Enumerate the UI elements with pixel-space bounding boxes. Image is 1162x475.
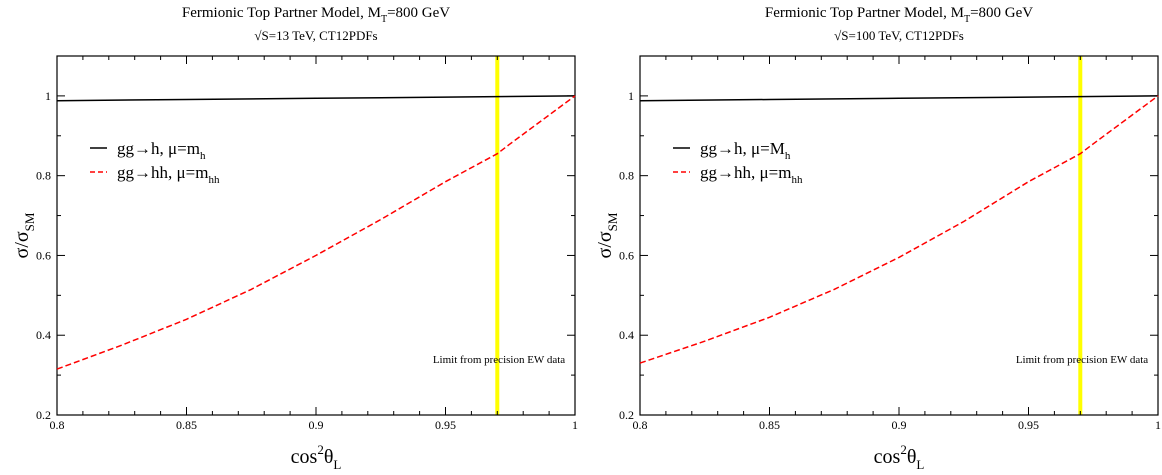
y-tick-label: 0.8 <box>36 169 51 183</box>
x-tick-label: 0.95 <box>1018 418 1039 432</box>
chart-panel-1: Fermionic Top Partner Model, MT=800 GeV √… <box>11 5 578 472</box>
y-tick-label: 1 <box>45 89 51 103</box>
chart-panel-2: Fermionic Top Partner Model, MT=800 GeV √… <box>594 5 1161 472</box>
y-tick-label: 0.2 <box>36 408 51 422</box>
series-line-1 <box>56 95 576 102</box>
x-tick-label: 0.8 <box>633 418 648 432</box>
y-tick-label: 0.4 <box>36 328 51 342</box>
chart-subtitle: √S=13 TeV, CT12PDFs <box>254 28 377 43</box>
x-tick-label: 0.9 <box>892 418 907 432</box>
x-tick-label: 1 <box>572 418 578 432</box>
x-axis-label: cos2θL <box>874 442 925 472</box>
y-tick-label: 0.4 <box>619 328 634 342</box>
chart-subtitle: √S=100 TeV, CT12PDFs <box>834 28 964 43</box>
y-axis-label: σ/σSM <box>11 212 37 258</box>
legend-label-2: gg→hh, μ=mhh <box>117 163 220 186</box>
series-line-2 <box>639 95 1159 364</box>
x-tick-label: 0.85 <box>759 418 780 432</box>
x-tick-label: 0.9 <box>309 418 324 432</box>
x-tick-label: 0.95 <box>435 418 456 432</box>
x-tick-label: 0.85 <box>176 418 197 432</box>
chart-title: Fermionic Top Partner Model, MT=800 GeV <box>765 5 1033 25</box>
x-axis-label: cos2θL <box>291 442 342 472</box>
y-tick-label: 0.2 <box>619 408 634 422</box>
y-tick-label: 0.8 <box>619 169 634 183</box>
chart-title: Fermionic Top Partner Model, MT=800 GeV <box>182 5 450 25</box>
y-tick-label: 0.6 <box>619 248 634 262</box>
series-line-2 <box>56 95 576 370</box>
x-tick-label: 1 <box>1155 418 1161 432</box>
legend-label-1: gg→h, μ=mh <box>117 139 206 162</box>
y-tick-label: 1 <box>628 89 634 103</box>
ew-limit-annotation: Limit from precision EW data <box>1016 354 1148 366</box>
x-tick-label: 0.8 <box>50 418 65 432</box>
series-line-1 <box>639 95 1159 102</box>
y-tick-label: 0.6 <box>36 248 51 262</box>
legend-label-2: gg→hh, μ=mhh <box>700 163 803 186</box>
legend-label-1: gg→h, μ=Mh <box>700 139 791 162</box>
ew-limit-annotation: Limit from precision EW data <box>433 354 565 366</box>
y-axis-label: σ/σSM <box>594 212 620 258</box>
